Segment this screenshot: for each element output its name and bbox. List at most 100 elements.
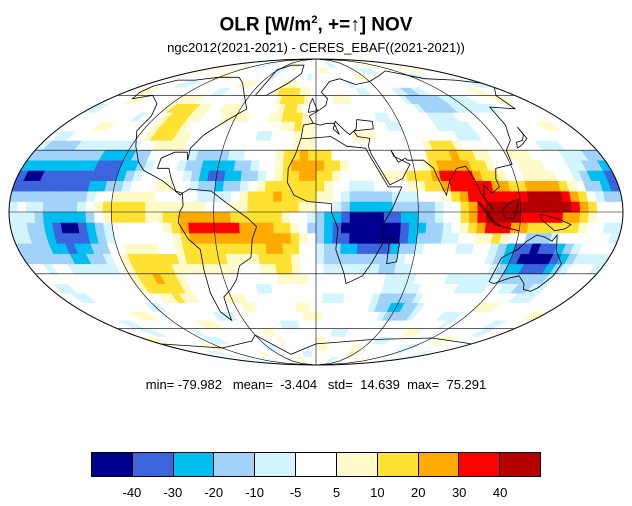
anomaly-cell <box>310 87 317 96</box>
anomaly-cell <box>231 232 242 244</box>
anomaly-cell <box>331 263 341 275</box>
anomaly-cell <box>519 201 530 213</box>
colorbar-swatch <box>214 453 256 476</box>
anomaly-cell <box>315 121 324 132</box>
anomaly-cell <box>374 222 385 234</box>
anomaly-cell <box>275 263 286 275</box>
anomaly-cell <box>283 149 293 161</box>
anomaly-cell <box>222 180 233 192</box>
anomaly-cell <box>613 201 623 213</box>
anomaly-cell <box>340 190 351 202</box>
anomaly-cell <box>307 273 317 284</box>
anomaly-cell <box>381 243 392 254</box>
anomaly-cell <box>281 211 291 223</box>
anomaly-cell <box>239 232 250 244</box>
anomaly-cell <box>273 170 284 181</box>
anomaly-cell <box>340 243 350 254</box>
anomaly-cell <box>296 311 305 321</box>
anomaly-cell <box>339 149 349 161</box>
anomaly-cell <box>322 283 332 294</box>
anomaly-cell <box>282 170 292 181</box>
anomaly-cell <box>162 211 172 223</box>
coastline <box>515 126 528 149</box>
anomaly-cell <box>258 159 269 171</box>
anomaly-cell <box>275 149 286 161</box>
colorbar <box>91 452 541 477</box>
anomaly-cell <box>315 283 324 294</box>
anomaly-cell <box>341 201 351 213</box>
anomaly-cell <box>596 211 607 223</box>
anomaly-cell <box>247 190 258 202</box>
anomaly-cell <box>25 211 36 223</box>
anomaly-cell <box>467 222 478 234</box>
colorbar-swatch <box>377 453 419 476</box>
anomaly-cell <box>300 273 309 284</box>
anomaly-cell <box>363 159 374 171</box>
anomaly-cell <box>303 319 311 329</box>
anomaly-cell <box>298 180 309 192</box>
anomaly-cell <box>187 201 198 213</box>
anomaly-cell <box>299 263 309 275</box>
anomaly-cell <box>257 170 268 181</box>
anomaly-field <box>9 59 623 365</box>
colorbar-tick-label: 5 <box>332 485 341 500</box>
anomaly-cell <box>613 211 623 223</box>
anomaly-cell <box>375 201 385 213</box>
anomaly-cell <box>282 159 293 171</box>
anomaly-cell <box>230 190 241 202</box>
anomaly-cell <box>128 222 139 234</box>
anomaly-cell <box>331 159 341 171</box>
anomaly-cell <box>494 211 504 223</box>
anomaly-cell <box>256 232 267 244</box>
anomaly-cell <box>348 243 359 254</box>
anomaly-cell <box>301 302 310 312</box>
anomaly-cell <box>284 140 294 151</box>
colorbar-swatch <box>336 453 378 476</box>
anomaly-cell <box>196 211 206 223</box>
anomaly-cell <box>477 211 487 223</box>
anomaly-cell <box>426 211 436 223</box>
anomaly-cell <box>307 190 317 202</box>
anomaly-cell <box>214 232 225 244</box>
anomaly-cell <box>536 211 547 223</box>
anomaly-cell <box>298 201 308 213</box>
title-text: OLR [W/m <box>219 14 312 36</box>
anomaly-cell <box>264 190 275 202</box>
anomaly-cell <box>322 121 331 132</box>
anomaly-cell <box>250 159 261 171</box>
anomaly-cell <box>264 211 274 223</box>
anomaly-cell <box>315 87 322 96</box>
anomaly-cell <box>339 159 350 171</box>
anomaly-cell <box>528 211 539 223</box>
anomaly-cell <box>239 180 250 192</box>
anomaly-cell <box>9 211 19 223</box>
coastline <box>313 87 517 211</box>
anomaly-cell <box>285 130 295 141</box>
anomaly-cell <box>460 201 470 213</box>
anomaly-cell <box>136 201 147 213</box>
anomaly-cell <box>339 253 350 265</box>
anomaly-cell <box>357 222 368 234</box>
anomaly-cell <box>323 273 332 284</box>
anomaly-cell <box>315 302 324 312</box>
anomaly-cell <box>587 201 598 213</box>
anomaly-cell <box>248 243 259 254</box>
title-month: ] NOV <box>359 14 413 36</box>
anomaly-cell <box>399 232 410 244</box>
anomaly-cell <box>307 159 317 171</box>
min-value: -79.982 <box>177 377 222 392</box>
title-sign: , += <box>317 14 351 36</box>
anomaly-cell <box>315 319 323 329</box>
anomaly-cell <box>264 201 274 213</box>
anomaly-cell <box>315 170 325 181</box>
anomaly-cell <box>315 311 323 321</box>
anomaly-cell <box>332 180 342 192</box>
anomaly-cell <box>374 180 384 192</box>
anomaly-cell <box>267 263 278 275</box>
anomaly-cell <box>451 201 462 213</box>
anomaly-cell <box>145 190 156 202</box>
anomaly-cell <box>366 190 376 202</box>
anomaly-cell <box>298 170 309 181</box>
anomaly-cell <box>259 149 270 161</box>
anomaly-cell <box>290 170 300 181</box>
